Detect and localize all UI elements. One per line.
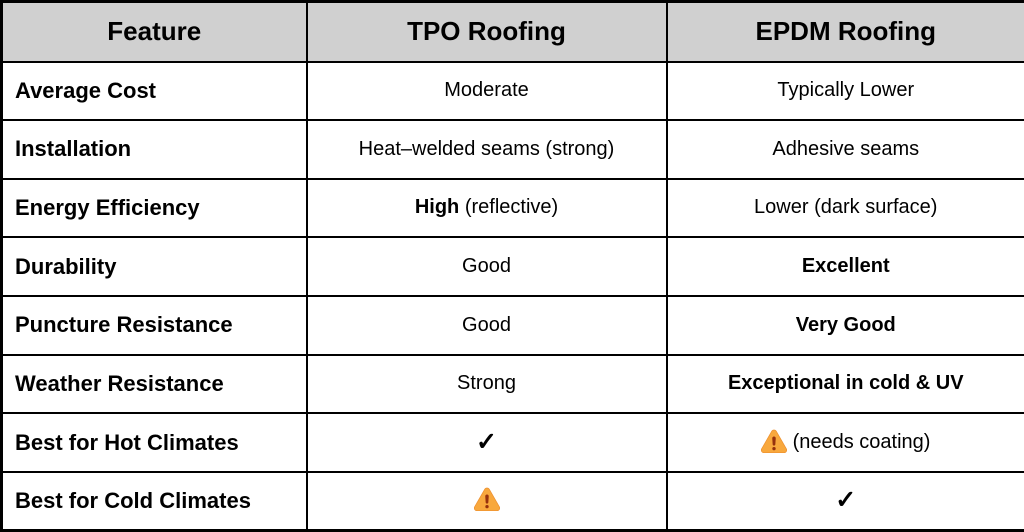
cell-text: (reflective) bbox=[459, 196, 559, 219]
cell-text: Excellent bbox=[801, 255, 890, 278]
feature-cell: Average Cost bbox=[0, 60, 308, 122]
cell-text: Lower (dark surface) bbox=[754, 196, 938, 219]
feature-cell: Energy Efficiency bbox=[0, 177, 308, 239]
cell-text: Adhesive seams bbox=[772, 138, 920, 161]
cell-text: Good bbox=[462, 313, 511, 336]
epdm-cell: Lower (dark surface) bbox=[665, 177, 1024, 239]
epdm-cell: Typically Lower bbox=[665, 60, 1024, 122]
column-header-epdm: EPDM Roofing bbox=[665, 0, 1024, 63]
cell-text: Exceptional in cold & UV bbox=[727, 372, 964, 395]
epdm-cell: (needs coating) bbox=[665, 412, 1024, 473]
cell-text: Heat–welded seams (strong) bbox=[358, 138, 615, 161]
cell-text: Moderate bbox=[444, 79, 529, 102]
tpo-cell: Good bbox=[305, 295, 668, 356]
table-header: Feature TPO Roofing EPDM Roofing bbox=[0, 0, 1024, 63]
tpo-cell: Moderate bbox=[305, 60, 668, 122]
epdm-cell: Adhesive seams bbox=[665, 119, 1024, 180]
epdm-cell: Exceptional in cold & UV bbox=[665, 353, 1024, 415]
tpo-cell: Heat–welded seams (strong) bbox=[305, 119, 668, 180]
warning-icon bbox=[760, 429, 788, 453]
feature-cell: Best for Hot Climates bbox=[0, 412, 308, 473]
cell-text: Strong bbox=[457, 372, 516, 395]
table-body: Average Cost Moderate Typically Lower Insta… bbox=[0, 60, 1024, 532]
warning-icon bbox=[473, 487, 500, 512]
feature-cell: Best for Cold Climates bbox=[0, 470, 308, 532]
tpo-cell: High (reflective) bbox=[305, 177, 668, 239]
table-row: Weather Resistance Strong Exceptional in c… bbox=[0, 353, 1024, 415]
check-icon: ✓ bbox=[835, 486, 857, 515]
feature-cell: Durability bbox=[0, 236, 308, 297]
table-row: Installation Heat–welded seams (strong) Ad… bbox=[0, 119, 1024, 180]
epdm-cell: ✓ bbox=[665, 470, 1024, 532]
table-row: Best for Hot Climates ✓ (needs coating) bbox=[0, 412, 1024, 473]
column-header-feature: Feature bbox=[0, 0, 308, 63]
table-row: Average Cost Moderate Typically Lower bbox=[0, 60, 1024, 122]
header-row: Feature TPO Roofing EPDM Roofing bbox=[0, 0, 1024, 63]
epdm-cell: Excellent bbox=[665, 236, 1024, 297]
cell-text: Good bbox=[462, 255, 511, 278]
tpo-cell bbox=[305, 470, 668, 532]
column-header-tpo: TPO Roofing bbox=[305, 0, 668, 63]
table-row: Energy Efficiency High (reflective) Lower … bbox=[0, 177, 1024, 239]
cell-text: High bbox=[414, 196, 460, 219]
tpo-cell: Strong bbox=[305, 353, 668, 415]
table-row: Durability Good Excellent bbox=[0, 236, 1024, 297]
feature-cell: Weather Resistance bbox=[0, 353, 308, 415]
table-row: Best for Cold Climates ✓ bbox=[0, 470, 1024, 532]
cell-text: (needs coating) bbox=[787, 431, 931, 454]
tpo-cell: Good bbox=[305, 236, 668, 297]
cell-text: Typically Lower bbox=[777, 79, 915, 102]
feature-cell: Installation bbox=[0, 119, 308, 180]
tpo-cell: ✓ bbox=[305, 412, 668, 473]
epdm-cell: Very Good bbox=[665, 295, 1024, 356]
cell-text: Very Good bbox=[795, 313, 896, 336]
check-icon: ✓ bbox=[476, 428, 497, 457]
feature-cell: Puncture Resistance bbox=[0, 295, 308, 356]
table-row: Puncture Resistance Good Very Good bbox=[0, 295, 1024, 356]
